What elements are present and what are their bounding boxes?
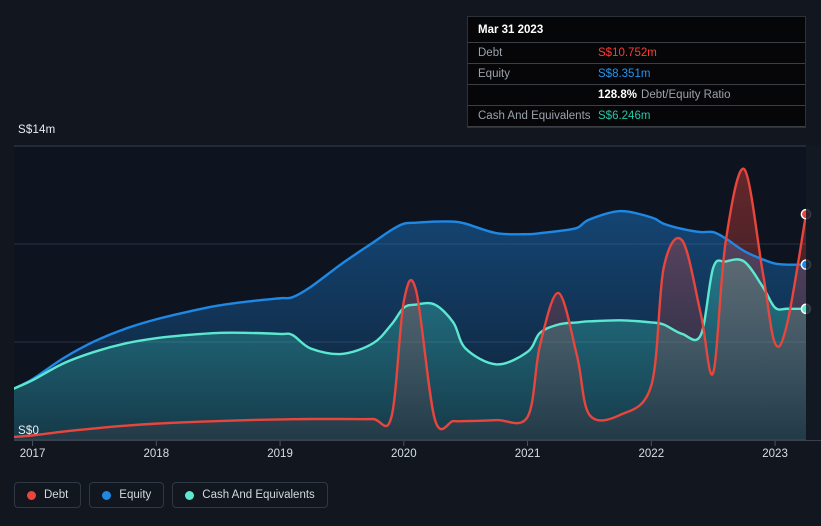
- legend-item-cash-and-equivalents[interactable]: Cash And Equivalents: [172, 482, 328, 508]
- legend-color-dot-icon: [185, 490, 195, 500]
- tooltip-row-key: Cash And Equivalents: [478, 110, 591, 122]
- tooltip-row: Cash And Equivalents S$6.246m: [468, 105, 805, 127]
- tooltip-row: Debt S$10.752m: [468, 42, 805, 63]
- tooltip-row-value: 128.8% Debt/Equity Ratio: [598, 89, 731, 101]
- chart-legend: Debt Equity Cash And Equivalents: [14, 482, 328, 508]
- y-axis-label-max: S$14m: [18, 124, 56, 136]
- x-axis-tick-2020: 2020: [391, 448, 417, 460]
- tooltip-date: Mar 31 2023: [478, 24, 544, 36]
- tooltip-row: Equity S$8.351m: [468, 63, 805, 84]
- tooltip-rows: Debt S$10.752m Equity S$8.351m 128.8% Debt/Eq…: [468, 42, 805, 127]
- chart-tooltip: Mar 31 2023 Debt S$10.752m Equity S$8.351m 1…: [467, 16, 806, 128]
- legend-item-label: Equity: [119, 489, 152, 501]
- x-axis-tick-2023: 2023: [762, 448, 788, 460]
- chart-svg: [14, 145, 821, 446]
- tooltip-row: 128.8% Debt/Equity Ratio: [468, 84, 805, 105]
- x-axis-tick-2017: 2017: [19, 448, 46, 460]
- x-axis-tick-2022: 2022: [638, 448, 665, 460]
- x-axis-tick-2021: 2021: [514, 448, 541, 460]
- legend-color-dot-icon: [102, 490, 112, 500]
- legend-item-debt[interactable]: Debt: [14, 482, 82, 508]
- x-axis-tick-2019: 2019: [267, 448, 293, 460]
- tooltip-row-key: Debt: [478, 47, 503, 59]
- x-axis: 2017 2018 2019 2020 2021 2022 2023: [0, 448, 821, 468]
- y-axis-label-zero: S$0: [18, 425, 40, 437]
- x-axis-tick-2018: 2018: [143, 448, 170, 460]
- tooltip-row-suffix: Debt/Equity Ratio: [641, 89, 731, 101]
- tooltip-row-value: S$10.752m: [598, 47, 657, 59]
- chart-plot-area: [14, 145, 821, 446]
- legend-color-dot-icon: [27, 490, 36, 500]
- tooltip-row-key: Equity: [478, 68, 510, 80]
- legend-item-label: Debt: [44, 489, 69, 501]
- tooltip-row-value: S$8.351m: [598, 68, 651, 80]
- tooltip-row-value: S$6.246m: [598, 110, 651, 122]
- legend-item-label: Cash And Equivalents: [202, 489, 315, 501]
- legend-item-equity[interactable]: Equity: [89, 482, 165, 508]
